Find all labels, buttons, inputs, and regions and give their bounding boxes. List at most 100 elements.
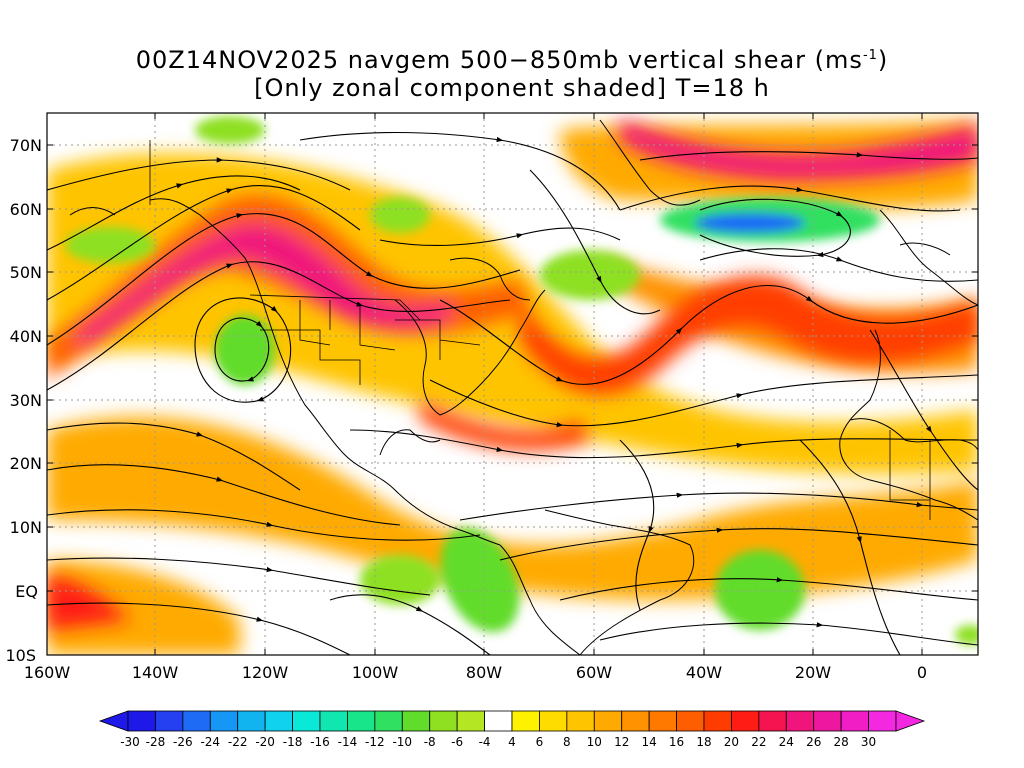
lon-label: 20W [795,663,831,682]
streamline [619,185,961,212]
streamline [47,157,351,191]
colorbar-label: 8 [563,735,571,749]
colorbar-swatch [292,710,321,732]
colorbar-label: -22 [228,735,248,749]
colorbar-label: 24 [779,735,794,749]
colorbar-label: 14 [642,735,657,749]
colorbar-swatch [676,710,705,732]
streamline [329,594,491,655]
colorbar-swatch [456,710,485,732]
lat-label: 10N [10,518,42,537]
map-title-line1: 00Z14NOV2025 navgem 500−850mb vertical s… [0,46,1024,74]
lon-label: 120W [242,663,289,682]
colorbar-left-arrow [98,710,129,732]
lon-label: 40W [686,663,722,682]
colorbar-swatch [511,710,540,732]
streamline [379,227,621,246]
streamline [599,622,978,646]
colorbar-swatch [758,710,787,732]
colorbar: -30 -28 -26 -24 -22 -20 -18 -16 -14 -12 -10 -8 -6 -4 4… [98,710,926,749]
streamline [47,509,481,541]
colorbar-label: 10 [587,735,602,749]
colorbar-swatch [155,710,184,732]
lat-label: 70N [10,136,42,155]
lat-label: 30N [10,391,42,410]
colorbar-swatch [703,710,732,732]
lon-label: 60W [576,663,612,682]
lat-label: 10S [5,646,36,665]
colorbar-swatch [127,710,156,732]
streamline [529,169,661,315]
lon-label: 0 [917,663,927,682]
colorbar-label: -16 [310,735,330,749]
colorbar-label: -8 [424,735,436,749]
title-text: 00Z14NOV2025 navgem 500−850mb vertical s… [135,46,863,74]
longitude-labels: 160W 140W 120W 100W 80W 60W 40W 20W 0 [24,663,927,682]
streamline [559,577,978,601]
coastlines [69,119,978,655]
colorbar-label: -30 [120,735,140,749]
streamline [194,297,292,403]
colorbar-swatch [319,710,348,732]
colorbar-label: -26 [173,735,193,749]
streamline [47,175,301,251]
colorbar-swatch [209,710,239,732]
colorbar-label: -20 [255,735,275,749]
colorbar-swatch [347,710,376,732]
lat-label: 40N [10,327,42,346]
colorbar-swatch [785,710,815,732]
colorbar-label: 22 [751,735,766,749]
colorbar-swatch [429,710,458,732]
streamline [47,422,301,491]
streamline [47,185,361,301]
colorbar-label: 12 [614,735,629,749]
colorbar-label: 4 [508,735,516,749]
colorbar-swatch [182,710,211,732]
map-gridlines [47,113,978,655]
colorbar-swatch [840,710,869,732]
colorbar-swatch [401,710,431,732]
colorbar-swatch [264,710,293,732]
colorbar-right-arrow [895,710,926,732]
streamline [47,557,431,596]
streamline [349,429,978,459]
colorbar-label: 18 [696,735,711,749]
colorbar-swatch [237,710,266,732]
colorbar-label: 16 [669,735,684,749]
colorbar-swatch [539,710,568,732]
lat-label: 60N [10,200,42,219]
colorbar-label: -12 [365,735,385,749]
colorbar-label: -28 [146,735,166,749]
lat-label: 20N [10,454,42,473]
colorbar-swatch [374,710,403,732]
lat-label: EQ [15,582,38,601]
colorbar-swatch [731,710,760,732]
latitude-labels: 70N 60N 50N 40N 30N 20N 10N EQ 10S [5,136,42,665]
streamline [459,492,978,521]
colorbar-swatch [621,710,650,732]
colorbar-label: -6 [451,735,463,749]
lon-label: 100W [352,663,399,682]
colorbar-swatch [813,710,842,732]
streamline [699,198,851,258]
plot-area [47,113,978,655]
lon-label: 80W [466,663,502,682]
colorbar-label: -24 [200,735,220,749]
streamline [47,464,401,526]
colorbar-swatch [648,710,677,732]
streamline [47,213,521,346]
colorbar-label: -18 [283,735,303,749]
streamline [299,131,621,211]
colorbar-swatch [484,710,513,732]
streamline [869,329,978,491]
colorbar-label: 30 [861,735,876,749]
lon-label: 160W [24,663,71,682]
streamline [639,151,978,161]
axis-ticks [47,113,978,655]
colorbar-label: 28 [834,735,849,749]
streamline [799,439,901,655]
colorbar-label: -4 [479,735,491,749]
colorbar-label: 6 [536,735,544,749]
map-title-line2: [Only zonal component shaded] T=18 h [254,74,770,102]
